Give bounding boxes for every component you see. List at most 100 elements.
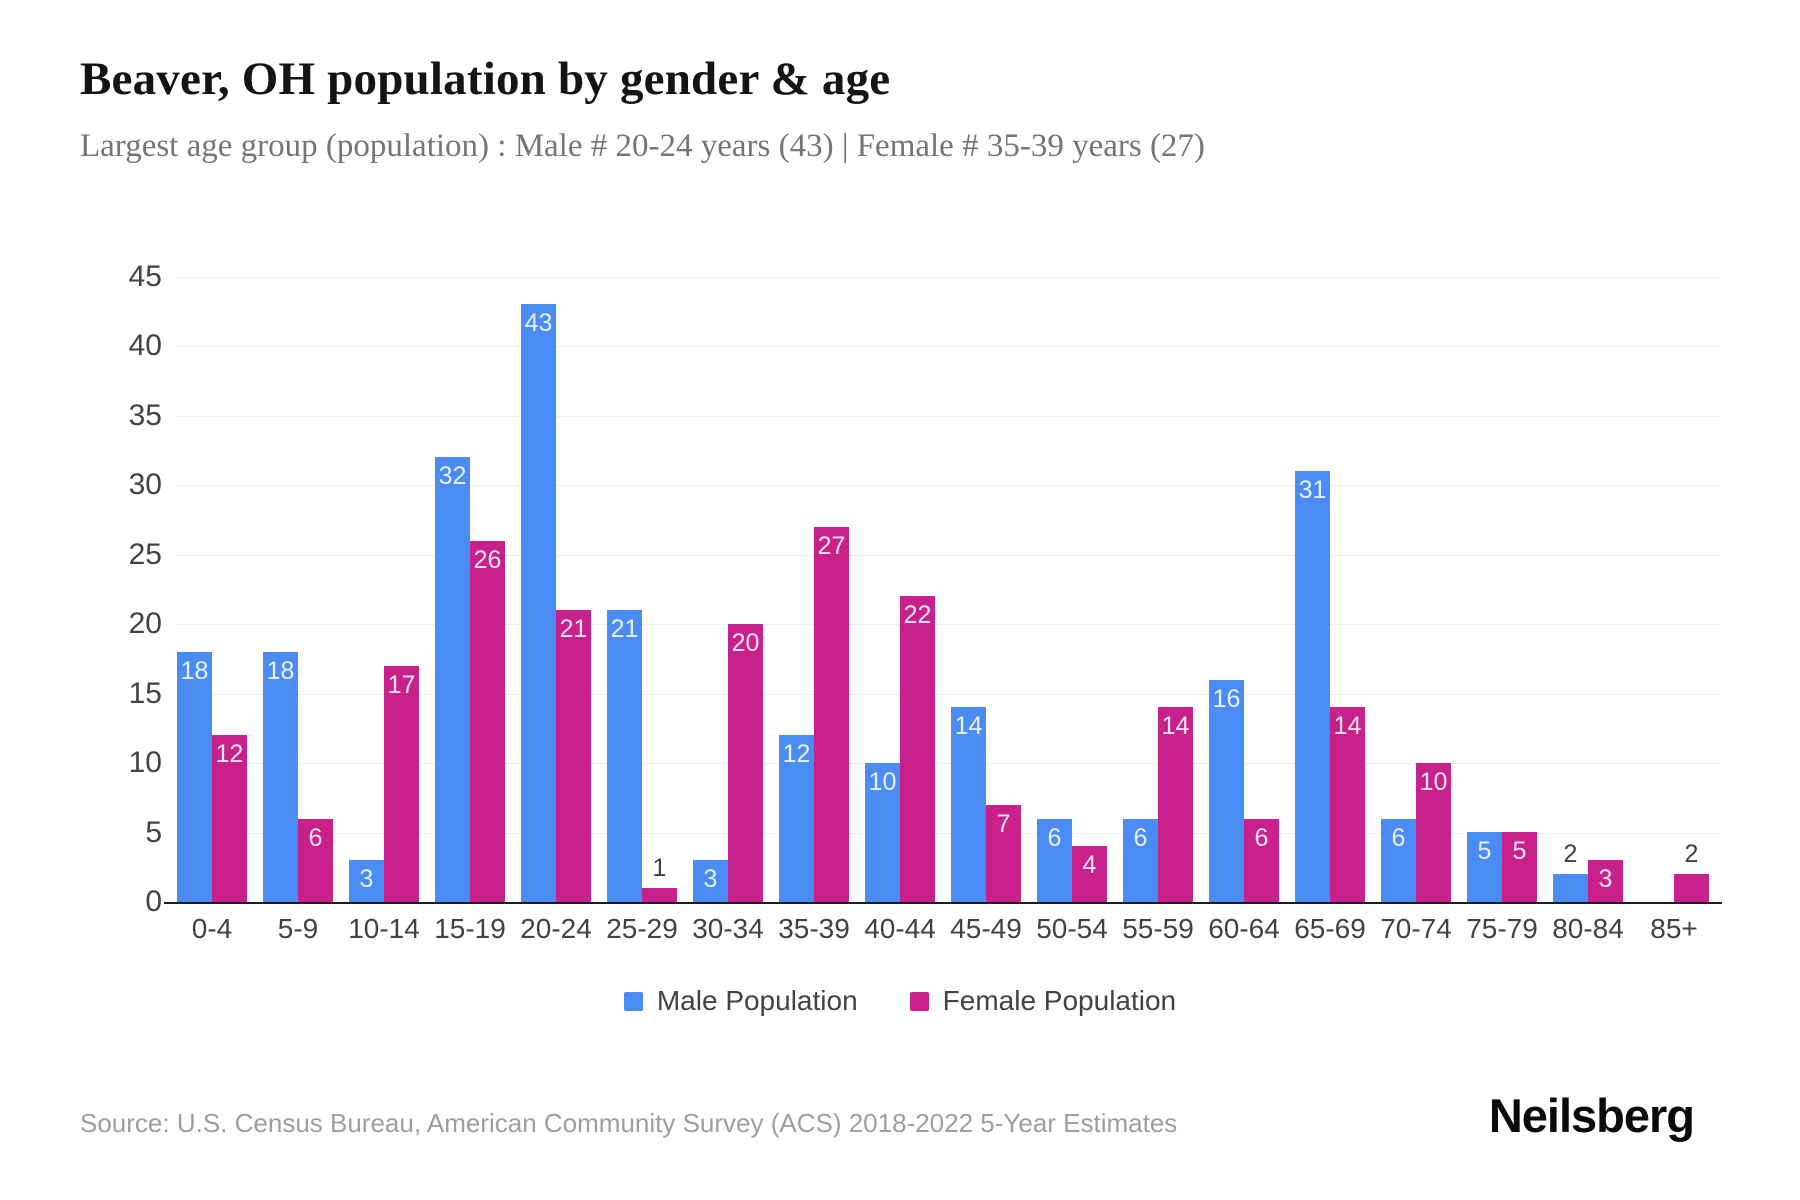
bar-value-label: 12	[782, 740, 811, 768]
x-axis-category-label: 25-29	[606, 913, 678, 944]
y-axis-tick-label: 40	[128, 329, 162, 362]
x-axis-category-label: 45-49	[950, 913, 1022, 944]
bar-female-65-69[interactable]	[1330, 707, 1365, 902]
x-axis-category-label: 80-84	[1552, 913, 1624, 944]
bar-value-label: 7	[996, 810, 1011, 838]
bar-value-label: 31	[1298, 476, 1327, 504]
bar-female-10-14[interactable]	[384, 666, 419, 902]
bar-female-70-74[interactable]	[1416, 763, 1451, 902]
y-axis-tick-label: 25	[128, 538, 162, 571]
bar-value-label: 20	[731, 629, 760, 657]
bar-female-20-24[interactable]	[556, 610, 591, 902]
gridline	[174, 763, 1722, 764]
y-axis-tick-label: 5	[145, 816, 162, 849]
bar-male-70-74[interactable]	[1381, 819, 1416, 902]
gridline	[174, 555, 1722, 556]
bar-female-75-79[interactable]	[1502, 832, 1537, 902]
brand-logo[interactable]: Neilsberg	[1488, 1089, 1695, 1142]
bar-male-55-59[interactable]	[1123, 819, 1158, 902]
bar-male-40-44[interactable]	[865, 763, 900, 902]
x-axis-category-label: 10-14	[348, 913, 420, 944]
bar-male-35-39[interactable]	[779, 735, 814, 902]
y-axis-tick-label: 15	[128, 677, 162, 710]
bar-male-50-54[interactable]	[1037, 819, 1072, 902]
bar-value-label: 18	[180, 657, 209, 685]
bar-male-0-4[interactable]	[177, 652, 212, 902]
bar-female-45-49[interactable]	[986, 805, 1021, 902]
legend-item-female-population[interactable]: Female Population	[909, 985, 1177, 1017]
bar-value-label: 3	[1598, 865, 1613, 893]
bar-value-label: 26	[473, 546, 502, 574]
bar-male-20-24[interactable]	[521, 304, 556, 902]
bar-male-15-19[interactable]	[435, 457, 470, 902]
bar-female-40-44[interactable]	[900, 596, 935, 902]
bar-value-label: 2	[1684, 840, 1699, 868]
bar-male-60-64[interactable]	[1209, 680, 1244, 902]
bar-female-80-84[interactable]	[1588, 860, 1623, 902]
bar-value-label: 21	[610, 615, 639, 643]
gridline	[174, 277, 1722, 278]
bar-value-label: 6	[1133, 824, 1148, 852]
bar-male-65-69[interactable]	[1295, 471, 1330, 902]
gridline	[174, 624, 1722, 625]
x-axis-category-label: 35-39	[778, 913, 850, 944]
legend: Male Population Female Population	[0, 983, 1800, 1019]
bar-value-label: 18	[266, 657, 295, 685]
bar-female-15-19[interactable]	[470, 541, 505, 902]
bar-value-label: 27	[817, 532, 846, 560]
bar-female-5-9[interactable]	[298, 819, 333, 902]
x-axis-category-label: 40-44	[864, 913, 936, 944]
y-axis-tick-label: 45	[128, 260, 162, 293]
chart-subtitle: Largest age group (population) : Male # …	[80, 128, 1205, 164]
gridline	[174, 416, 1722, 417]
bar-female-50-54[interactable]	[1072, 846, 1107, 902]
bar-value-label: 32	[438, 462, 467, 490]
bar-value-label: 6	[308, 824, 323, 852]
bar-male-5-9[interactable]	[263, 652, 298, 902]
legend-label: Male Population	[656, 985, 858, 1016]
y-axis-tick-label: 30	[128, 468, 162, 501]
gridline	[174, 485, 1722, 486]
bar-value-label: 17	[387, 671, 416, 699]
x-axis-category-label: 50-54	[1036, 913, 1108, 944]
bar-female-85plus[interactable]	[1674, 874, 1709, 902]
bar-male-45-49[interactable]	[951, 707, 986, 902]
bar-male-25-29[interactable]	[607, 610, 642, 902]
x-axis-category-label: 5-9	[277, 913, 319, 944]
legend-swatch	[623, 991, 643, 1011]
bar-value-label: 2	[1563, 840, 1578, 868]
x-axis-category-label: 30-34	[692, 913, 764, 944]
gridline	[174, 346, 1722, 347]
bar-female-35-39[interactable]	[814, 527, 849, 902]
bar-value-label: 4	[1082, 851, 1097, 879]
x-axis-category-label: 20-24	[520, 913, 592, 944]
bar-value-label: 10	[868, 768, 897, 796]
bar-male-80-84[interactable]	[1553, 874, 1588, 902]
bar-female-25-29[interactable]	[642, 888, 677, 902]
bar-female-55-59[interactable]	[1158, 707, 1193, 902]
bar-value-label: 14	[1333, 712, 1362, 740]
legend-item-male-population[interactable]: Male Population	[623, 985, 858, 1017]
bar-value-label: 12	[215, 740, 244, 768]
y-axis-tick-label: 35	[128, 399, 162, 432]
bar-male-30-34[interactable]	[693, 860, 728, 902]
y-axis-tick-label: 0	[145, 885, 162, 918]
legend-label: Female Population	[942, 985, 1177, 1016]
bar-value-label: 21	[559, 615, 588, 643]
bar-female-30-34[interactable]	[728, 624, 763, 902]
bar-value-label: 6	[1047, 824, 1062, 852]
bar-female-0-4[interactable]	[212, 735, 247, 902]
x-axis-line	[164, 902, 1722, 904]
x-axis-category-label: 70-74	[1380, 913, 1452, 944]
bar-value-label: 16	[1212, 685, 1241, 713]
legend-swatch	[909, 991, 929, 1011]
bar-female-60-64[interactable]	[1244, 819, 1279, 902]
y-axis-tick-label: 10	[128, 746, 162, 779]
bar-male-10-14[interactable]	[349, 860, 384, 902]
bar-value-label: 6	[1254, 824, 1269, 852]
bar-value-label: 3	[359, 865, 374, 893]
bar-value-label: 5	[1477, 837, 1492, 865]
bar-male-75-79[interactable]	[1467, 832, 1502, 902]
bar-value-label: 14	[1161, 712, 1190, 740]
x-axis-category-label: 15-19	[434, 913, 506, 944]
